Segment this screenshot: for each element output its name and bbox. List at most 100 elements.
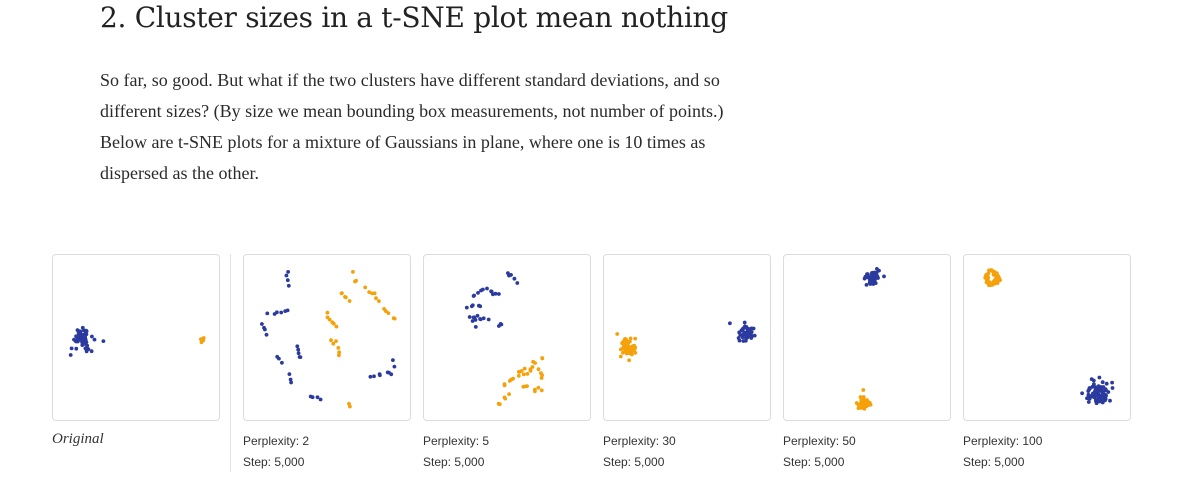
orange-point — [334, 324, 339, 329]
tsne-plot-perplexity-50[interactable] — [783, 254, 951, 421]
blue-point — [741, 339, 746, 343]
orange-point — [525, 372, 530, 376]
blue-point — [89, 349, 94, 354]
blue-point — [285, 308, 290, 313]
blue-point — [1086, 400, 1091, 404]
blue-point — [285, 278, 290, 283]
orange-point — [331, 321, 336, 326]
orange-point — [536, 385, 541, 390]
tsne-scatter-perplexity-50 — [854, 267, 886, 411]
orange-point — [521, 372, 526, 377]
blue-point — [493, 291, 498, 296]
blue-point — [83, 346, 88, 351]
orange-point — [383, 309, 388, 313]
blue-point — [74, 346, 79, 351]
orange-point — [540, 356, 545, 360]
tsne-plot-perplexity-5[interactable] — [423, 254, 591, 421]
orange-point — [372, 291, 377, 296]
original-plot[interactable] — [52, 254, 220, 421]
blue-point — [275, 310, 279, 315]
orange-point — [519, 369, 524, 373]
blue-point — [277, 356, 281, 361]
blue-point — [68, 353, 73, 357]
tsne-scatter-perplexity-30 — [615, 320, 757, 363]
orange-point — [533, 361, 537, 365]
orange-point — [351, 270, 355, 274]
blue-point — [279, 310, 284, 315]
blue-point — [471, 294, 476, 298]
blue-point — [85, 343, 90, 348]
orange-point — [347, 299, 352, 303]
blue-point — [1080, 391, 1084, 396]
tsne-plot-perplexity-100[interactable] — [963, 254, 1131, 421]
step-label: Step: 5,000 — [783, 455, 845, 469]
blue-point — [476, 291, 480, 295]
blue-point — [310, 395, 315, 400]
blue-point — [749, 336, 754, 340]
orange-point — [861, 388, 866, 392]
orange-point — [336, 346, 341, 350]
orange-point — [200, 337, 205, 342]
perplexity-label: Perplexity: 2 — [243, 434, 310, 448]
orange-point — [994, 275, 998, 279]
blue-point — [471, 315, 476, 320]
tsne-scatter-perplexity-2 — [260, 270, 397, 409]
blue-point — [1099, 393, 1104, 398]
orange-point — [502, 395, 507, 400]
blue-point — [1104, 381, 1109, 386]
orange-point — [632, 343, 637, 348]
blue-point — [882, 274, 886, 279]
orange-point — [621, 350, 625, 355]
blue-point — [512, 276, 517, 281]
blue-point — [475, 313, 480, 318]
blue-point — [746, 334, 751, 338]
blue-point — [1091, 378, 1096, 383]
run-caption-perplexity-30: Perplexity: 30 Step: 5,000 — [603, 431, 676, 473]
orange-point — [863, 399, 867, 403]
blue-point — [1093, 394, 1097, 399]
tsne-plot-perplexity-30[interactable] — [603, 254, 771, 421]
orange-point — [868, 402, 873, 407]
blue-point — [1104, 388, 1108, 392]
blue-point — [876, 276, 880, 280]
run-caption-perplexity-100: Perplexity: 100 Step: 5,000 — [963, 431, 1042, 473]
orange-point — [363, 285, 368, 290]
blue-point — [877, 268, 881, 273]
orange-point — [522, 366, 527, 371]
blue-point — [263, 327, 267, 332]
blue-point — [742, 320, 747, 325]
blue-point — [485, 286, 489, 291]
orange-point — [367, 290, 372, 294]
blue-point — [1087, 394, 1092, 399]
blue-point — [865, 272, 870, 277]
orange-point — [540, 373, 544, 378]
orange-point — [539, 376, 544, 380]
blue-point — [81, 333, 86, 338]
orange-point — [511, 376, 515, 381]
orange-point — [502, 382, 507, 386]
blue-point — [515, 281, 520, 285]
blue-point — [372, 374, 376, 379]
orange-point — [525, 384, 529, 388]
blue-point — [478, 304, 483, 309]
orange-point — [615, 332, 620, 336]
tsne-plot-perplexity-2[interactable] — [243, 254, 411, 421]
blue-point — [90, 334, 94, 339]
blue-point — [286, 283, 291, 288]
blue-point — [745, 328, 750, 332]
blue-point — [286, 270, 290, 274]
figure-divider — [230, 254, 231, 472]
step-label: Step: 5,000 — [243, 455, 305, 469]
blue-point — [378, 373, 382, 378]
orange-point — [628, 339, 632, 344]
blue-point — [80, 343, 85, 347]
orange-point — [621, 340, 625, 345]
orange-point — [859, 399, 864, 404]
blue-point — [284, 273, 289, 278]
blue-point — [741, 326, 745, 331]
blue-point — [315, 395, 320, 400]
step-label: Step: 5,000 — [423, 455, 485, 469]
blue-point — [752, 333, 757, 338]
blue-point — [287, 372, 292, 376]
blue-point — [392, 364, 397, 369]
